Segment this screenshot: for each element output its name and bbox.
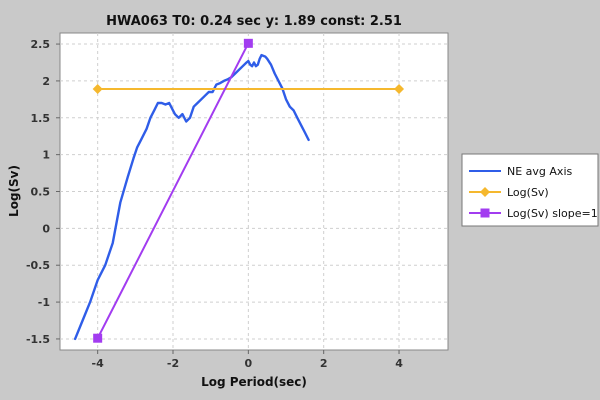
data-point xyxy=(394,84,405,95)
x-tick-label: 2 xyxy=(320,357,328,370)
y-tick-label: 1 xyxy=(42,149,50,162)
y-tick-label: -0.5 xyxy=(26,259,50,272)
data-point xyxy=(243,38,253,48)
x-tick-label: -2 xyxy=(167,357,179,370)
legend-swatch-marker xyxy=(480,208,490,218)
data-point xyxy=(93,333,103,343)
legend-label: Log(Sv) slope=1 xyxy=(507,207,598,220)
data-point xyxy=(92,84,103,95)
series-2 xyxy=(92,84,405,95)
x-tick-label: -4 xyxy=(92,357,105,370)
series-3 xyxy=(93,38,253,343)
legend-item: Log(Sv) slope=1 xyxy=(469,207,598,220)
y-tick-label: 0 xyxy=(42,222,50,235)
legend-swatch-marker xyxy=(480,187,490,197)
y-tick-label: 1.5 xyxy=(31,112,51,125)
chart-title: HWA063 T0: 0.24 sec y: 1.89 const: 2.51 xyxy=(106,14,402,29)
legend-item: NE avg Axis xyxy=(469,165,572,178)
series-line xyxy=(73,53,310,341)
grid xyxy=(60,33,448,350)
series-1 xyxy=(73,53,310,341)
series-layer xyxy=(73,38,405,343)
axis-ticks: -4 -2 0 2 4 -1.5 -1 -0.5 0 0.5 1 1.5 2 2.5 xyxy=(26,38,403,370)
legend-label: Log(Sv) xyxy=(507,186,549,199)
y-tick-label: 0.5 xyxy=(31,186,51,199)
series-line xyxy=(96,42,250,340)
y-tick-label: 2 xyxy=(42,75,50,88)
legend-label: NE avg Axis xyxy=(507,165,572,178)
legend-item: Log(Sv) xyxy=(469,186,549,199)
legend: NE avg Axis Log(Sv) Log(Sv) slope=1 xyxy=(461,153,599,227)
y-tick-label: 2.5 xyxy=(31,38,51,51)
x-axis-label: Log Period(sec) xyxy=(201,375,307,389)
y-tick-label: -1 xyxy=(38,296,50,309)
legend-entries: NE avg Axis Log(Sv) Log(Sv) slope=1 xyxy=(469,165,598,220)
y-axis-label: Log(Sv) xyxy=(7,165,21,217)
x-tick-label: 0 xyxy=(245,357,253,370)
y-tick-label: -1.5 xyxy=(26,333,50,346)
x-tick-label: 4 xyxy=(395,357,403,370)
